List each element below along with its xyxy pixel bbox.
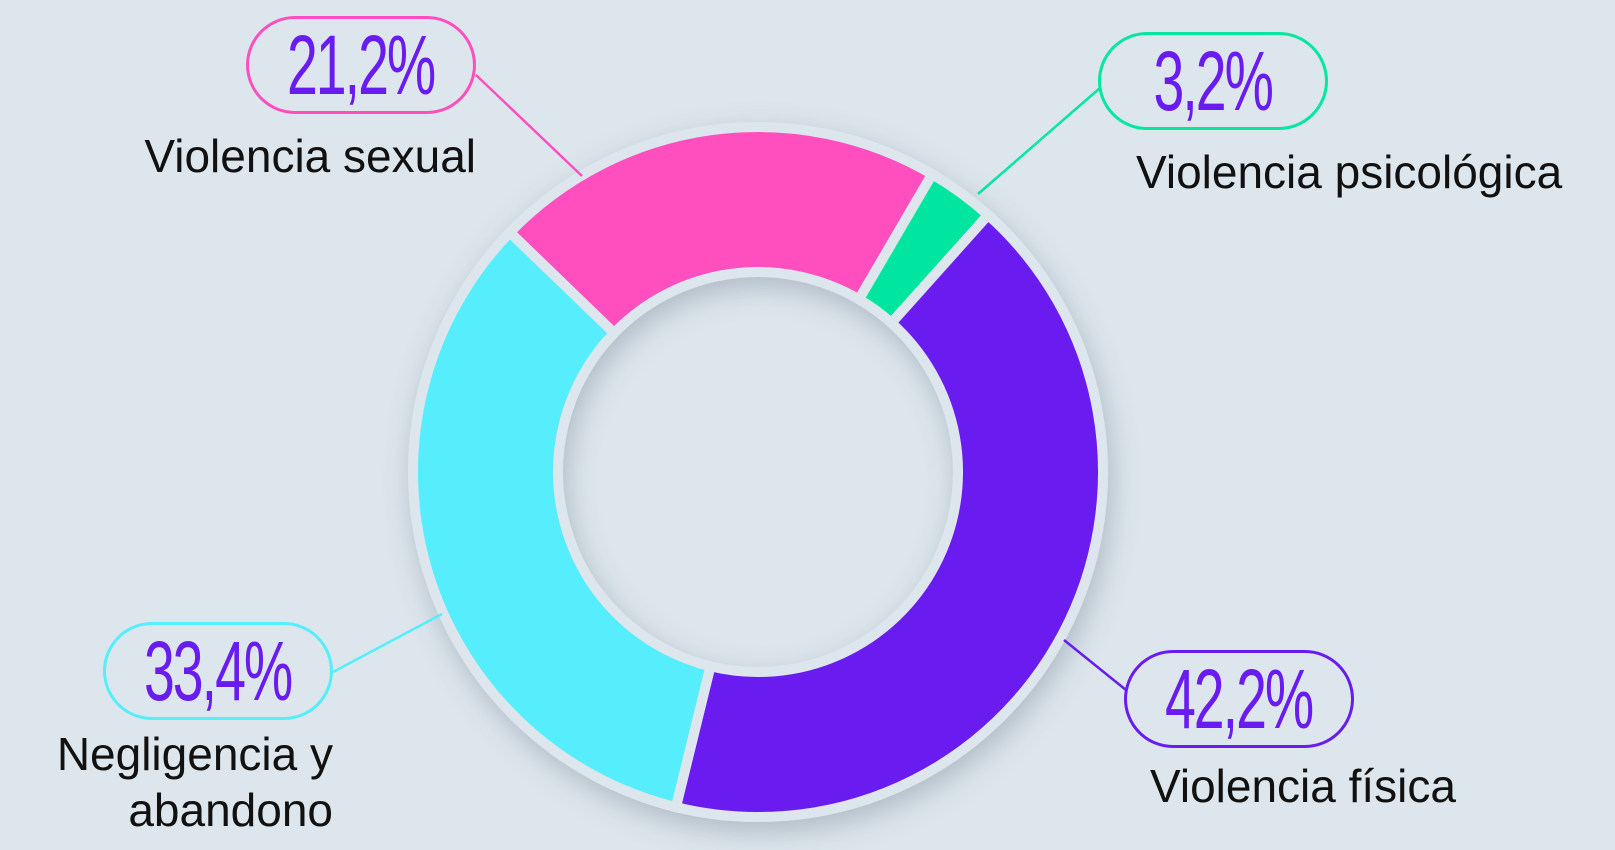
category-label: Negligencia y abandono [56,728,333,836]
value-label: 33,4% [144,624,293,718]
slice [669,207,1108,822]
value-pill: 3,2% [1098,32,1328,130]
category-label: Violencia psicológica [1136,146,1563,198]
leader-line [332,612,443,674]
slices [408,122,1108,822]
value-label: 42,2% [1165,652,1314,746]
slice [502,122,940,341]
value-pill: 42,2% [1124,650,1354,748]
value-pill: 33,4% [103,622,333,720]
value-pill: 21,2% [246,16,476,114]
category-label: Violencia sexual [144,130,476,182]
leader-line [977,87,1101,195]
value-label: 21,2% [287,18,436,112]
leader-line [1063,639,1127,691]
slice [408,225,717,814]
value-label: 3,2% [1153,34,1274,128]
leader-line [475,74,583,177]
leaders [332,74,1127,691]
category-label: Violencia física [1150,760,1456,812]
